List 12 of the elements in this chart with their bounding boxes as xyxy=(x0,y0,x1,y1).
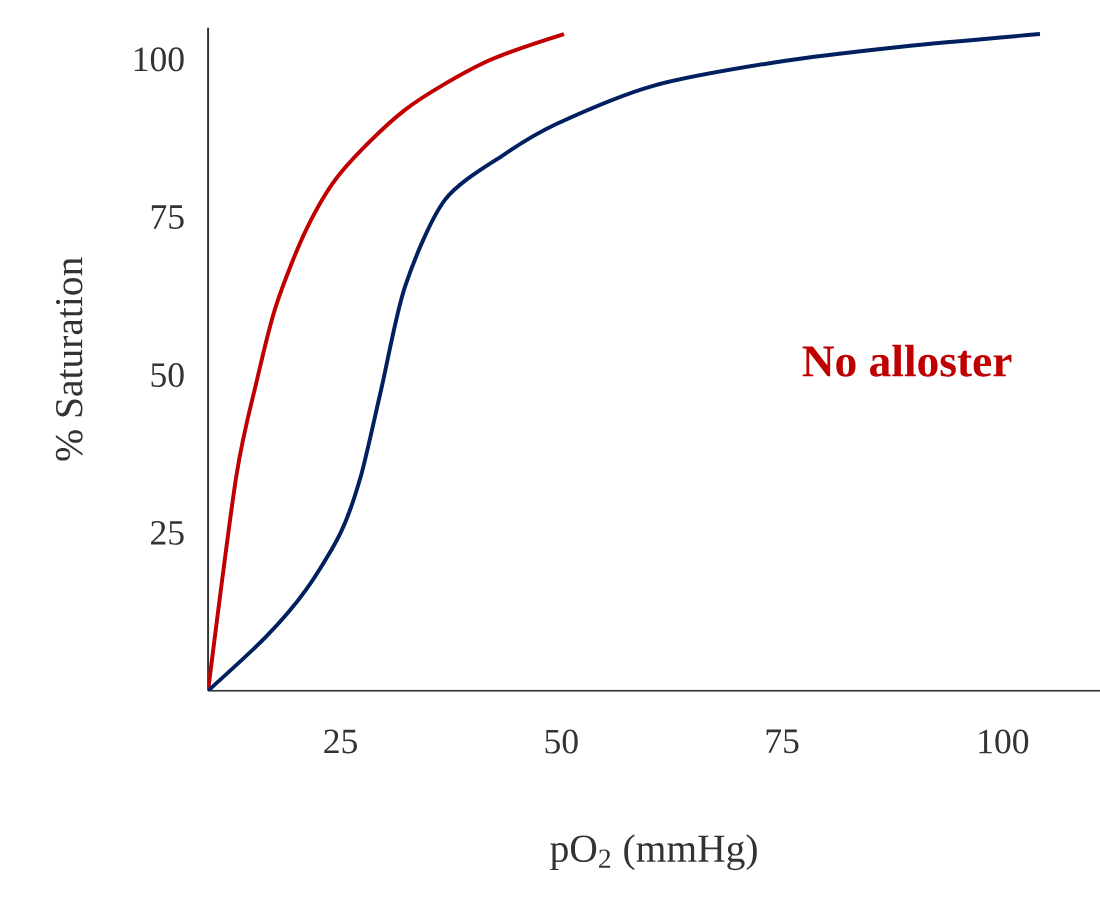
x-tick-label: 100 xyxy=(979,729,1029,754)
y-tick-label: 25 xyxy=(151,521,184,545)
y-tick-label: 50 xyxy=(151,363,184,388)
x-tick-label: 50 xyxy=(545,729,578,754)
y-tick-label: 100 xyxy=(134,47,184,72)
y-tick-label: 75 xyxy=(151,205,184,230)
line-series xyxy=(208,32,1042,691)
x-tick-label: 25 xyxy=(324,729,357,754)
x-tick-label: 75 xyxy=(766,729,799,754)
x-axis-title: pO$_{2}$ (mmHg) xyxy=(550,834,757,871)
y-axis-title: % Saturation xyxy=(55,257,83,461)
annotation: No alloster xyxy=(802,344,1012,377)
